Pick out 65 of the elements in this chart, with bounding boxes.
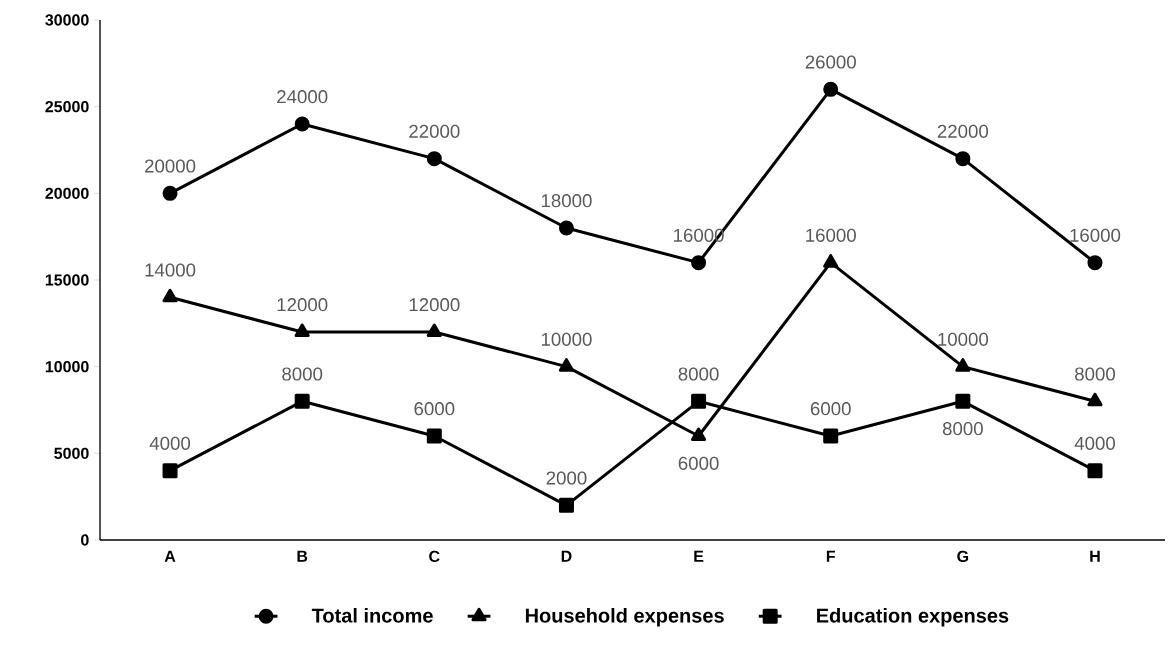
x-tick-label: B	[297, 550, 308, 562]
x-tick-label: C	[429, 550, 440, 563]
point	[558, 497, 574, 513]
data-label: 22000	[409, 124, 460, 138]
point	[294, 393, 310, 409]
data-label: 8000	[678, 367, 719, 381]
y-tick-label: 25000	[45, 101, 89, 113]
data-label: 8000	[1075, 367, 1116, 381]
y-tick-label: 15000	[45, 274, 89, 286]
point	[1087, 463, 1103, 479]
x-tick-label: H	[1090, 550, 1100, 562]
point	[294, 116, 310, 132]
data-label: 8000	[282, 367, 323, 381]
point	[823, 254, 839, 268]
data-label: 16000	[806, 228, 856, 242]
point	[426, 428, 442, 444]
y-tick-label: 10000	[45, 361, 89, 373]
x-tick-label: G	[957, 550, 969, 563]
legend-label: Household expenses	[525, 607, 724, 627]
point	[823, 428, 839, 444]
data-label: 26000	[805, 55, 856, 69]
point	[1087, 255, 1103, 271]
point	[955, 358, 971, 372]
x-tick-label: A	[164, 550, 176, 562]
data-label: 2000	[546, 471, 587, 485]
data-label: 20000	[145, 159, 196, 173]
y-tick-label: 30000	[45, 14, 89, 26]
point	[558, 358, 575, 372]
point	[558, 220, 574, 236]
data-label: 16000	[1070, 228, 1121, 242]
legend-label: Total income	[311, 607, 433, 623]
y-tick-label: 20000	[45, 187, 89, 199]
point	[162, 463, 178, 479]
point	[691, 255, 707, 271]
x-tick-label: F	[826, 550, 835, 562]
data-label: 22000	[937, 124, 989, 138]
point	[162, 185, 178, 201]
point	[823, 81, 839, 97]
x-tick-label: E	[694, 550, 704, 562]
point	[955, 393, 971, 409]
point	[1087, 392, 1103, 407]
point	[426, 323, 442, 337]
point	[691, 393, 707, 409]
point	[691, 427, 707, 441]
data-label: 18000	[541, 194, 592, 208]
legend-label: Education expenses	[817, 607, 1009, 627]
data-label: 12000	[277, 298, 328, 312]
point	[955, 151, 971, 167]
data-label: 10000	[541, 332, 592, 346]
y-tick-label: 5000	[54, 447, 89, 459]
data-label: 6000	[678, 456, 719, 470]
x-tick-label: D	[561, 550, 572, 562]
data-label: 12000	[409, 298, 460, 312]
data-label: 10000	[938, 332, 989, 346]
data-label: 14000	[145, 263, 196, 277]
point	[426, 151, 442, 167]
data-label: 6000	[414, 402, 455, 416]
data-label: 24000	[277, 90, 328, 104]
data-label: 4000	[1074, 436, 1116, 450]
data-label: 4000	[149, 436, 191, 450]
point	[294, 323, 310, 337]
point	[162, 288, 178, 303]
data-label: 8000	[942, 422, 983, 436]
y-tick-label: 0	[81, 534, 89, 546]
data-label: 6000	[810, 402, 851, 416]
